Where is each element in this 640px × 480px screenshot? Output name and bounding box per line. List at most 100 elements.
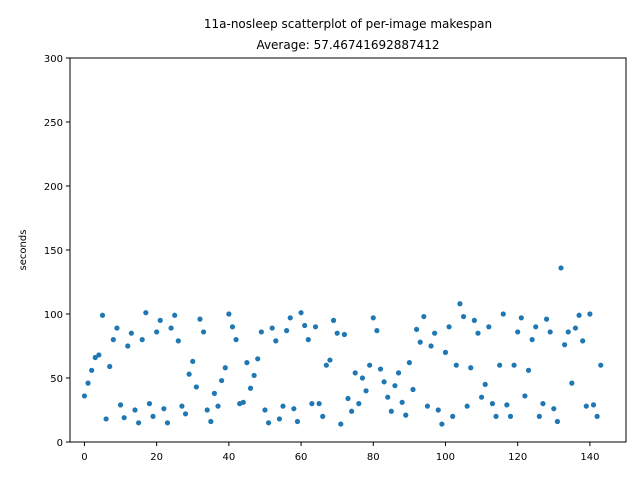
data-point bbox=[464, 403, 470, 409]
chart-title: 11a-nosleep scatterplot of per-image mak… bbox=[204, 17, 492, 31]
data-point bbox=[594, 413, 600, 419]
y-tick-label: 300 bbox=[44, 54, 63, 65]
data-point bbox=[489, 401, 496, 407]
data-point bbox=[320, 413, 326, 419]
data-point bbox=[128, 330, 134, 336]
data-point bbox=[558, 265, 564, 271]
data-point bbox=[146, 401, 153, 407]
data-point bbox=[497, 362, 503, 368]
data-point bbox=[323, 362, 329, 368]
data-point bbox=[276, 416, 282, 422]
data-point bbox=[287, 315, 293, 321]
data-point bbox=[345, 395, 351, 402]
x-axis-ticks: 0 20 40 60 80 100 120 140 bbox=[81, 442, 599, 463]
y-axis-ticks: 0 50 100 150 200 250 300 bbox=[44, 54, 70, 449]
data-point bbox=[81, 393, 88, 399]
data-point bbox=[569, 380, 575, 386]
data-point bbox=[504, 402, 510, 408]
data-point bbox=[309, 401, 315, 407]
y-tick-label: 100 bbox=[44, 310, 63, 321]
data-point bbox=[590, 402, 597, 408]
data-point bbox=[475, 330, 481, 336]
data-point bbox=[125, 343, 131, 349]
y-tick-label: 250 bbox=[44, 118, 63, 129]
data-point bbox=[543, 316, 550, 322]
data-point bbox=[525, 367, 532, 373]
data-point bbox=[92, 354, 98, 361]
y-axis-label: seconds bbox=[18, 230, 29, 271]
data-point bbox=[255, 356, 261, 362]
x-tick-label: 20 bbox=[150, 452, 163, 463]
data-point bbox=[518, 315, 524, 321]
data-point bbox=[186, 371, 192, 377]
x-tick-label: 140 bbox=[580, 452, 599, 463]
data-point bbox=[511, 362, 517, 368]
data-point bbox=[316, 401, 322, 407]
data-point bbox=[388, 408, 394, 414]
x-tick-label: 100 bbox=[436, 452, 455, 463]
y-tick-label: 0 bbox=[57, 438, 63, 449]
data-point bbox=[182, 411, 189, 417]
data-point bbox=[334, 330, 340, 336]
data-point bbox=[435, 407, 441, 413]
data-point bbox=[280, 403, 286, 409]
x-tick-label: 40 bbox=[222, 452, 235, 463]
data-point bbox=[291, 406, 297, 412]
data-point bbox=[424, 403, 431, 409]
data-point bbox=[572, 325, 579, 331]
data-point bbox=[583, 403, 589, 409]
x-tick-label: 120 bbox=[508, 452, 527, 463]
x-tick-label: 80 bbox=[367, 452, 380, 463]
data-point bbox=[486, 324, 492, 330]
data-point bbox=[554, 418, 561, 425]
data-point bbox=[363, 388, 369, 394]
data-point bbox=[442, 349, 449, 355]
data-point bbox=[204, 407, 210, 413]
data-point bbox=[233, 337, 239, 343]
data-point bbox=[143, 310, 149, 316]
data-point bbox=[359, 375, 366, 381]
y-tick-label: 150 bbox=[44, 246, 63, 257]
data-point bbox=[262, 407, 268, 413]
data-point bbox=[421, 313, 427, 320]
data-point bbox=[403, 412, 409, 418]
data-point bbox=[533, 324, 539, 330]
data-point bbox=[392, 383, 398, 389]
data-point bbox=[450, 413, 456, 419]
data-point bbox=[208, 418, 214, 425]
data-point bbox=[302, 322, 308, 329]
x-tick-label: 60 bbox=[295, 452, 308, 463]
data-point bbox=[515, 329, 521, 335]
data-point bbox=[269, 325, 275, 331]
data-point bbox=[381, 379, 387, 385]
plot-frame bbox=[69, 57, 627, 443]
data-point bbox=[460, 313, 467, 320]
data-point bbox=[428, 343, 434, 349]
data-point bbox=[349, 408, 355, 414]
data-point bbox=[107, 363, 113, 370]
chart-subtitle: Average: 57.46741692887412 bbox=[256, 38, 439, 52]
data-point bbox=[121, 415, 127, 421]
data-point bbox=[551, 406, 557, 412]
data-point bbox=[136, 420, 142, 426]
data-point bbox=[471, 317, 477, 323]
data-point bbox=[251, 372, 257, 379]
data-point bbox=[367, 362, 373, 368]
data-point bbox=[565, 329, 571, 335]
data-point bbox=[247, 385, 254, 391]
data-point bbox=[377, 366, 384, 372]
data-point bbox=[468, 365, 474, 371]
data-point bbox=[175, 338, 181, 344]
data-point bbox=[370, 315, 376, 321]
data-point bbox=[197, 316, 203, 322]
data-point bbox=[190, 358, 196, 364]
data-point bbox=[352, 370, 358, 376]
data-point bbox=[99, 312, 106, 318]
x-tick-label: 0 bbox=[81, 452, 87, 463]
y-tick-label: 200 bbox=[44, 182, 63, 193]
data-point bbox=[432, 330, 438, 336]
data-point bbox=[273, 338, 279, 344]
data-point bbox=[587, 311, 593, 317]
